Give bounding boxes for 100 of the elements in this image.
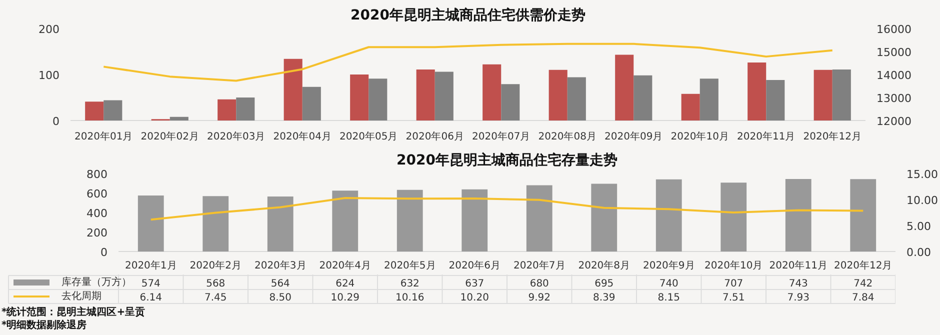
bar — [170, 116, 188, 120]
y2-tick-label: 15000 — [876, 46, 912, 59]
data-label: 10.29 — [330, 292, 360, 304]
x-tick-label: 2020年08月 — [538, 130, 596, 142]
x-tick-label: 2020年3月 — [254, 260, 306, 272]
x-tick-label: 2020年1月 — [124, 260, 177, 272]
data-label: 743 — [788, 278, 808, 290]
text: *明细数据剔除退房 — [2, 319, 87, 331]
bar — [267, 196, 294, 252]
y-tick-label: 600 — [86, 188, 108, 200]
data-label: 564 — [270, 278, 290, 290]
bar — [396, 190, 423, 252]
data-label: 8.50 — [269, 292, 292, 304]
x-tick-label: 2020年7月 — [513, 260, 566, 272]
data-label: 568 — [206, 278, 226, 290]
bar — [548, 70, 568, 120]
x-tick-label: 2020年2月 — [190, 260, 242, 272]
data-label: 637 — [465, 278, 484, 290]
data-label: 624 — [336, 278, 355, 290]
data-label: 742 — [854, 278, 873, 290]
x-tick-label: 2020年10月 — [670, 130, 729, 142]
data-label: 7.84 — [852, 292, 874, 304]
bar — [332, 190, 358, 252]
x-tick-label: 2020年8月 — [578, 260, 630, 272]
bar — [526, 185, 552, 252]
y2-tick-label: 16000 — [876, 23, 912, 36]
x-tick-label: 2020年5月 — [384, 260, 436, 272]
bar — [700, 78, 718, 120]
y2-tick-label: 0.00 — [906, 246, 931, 259]
bar — [138, 196, 164, 252]
y2-tick-label: 13000 — [876, 92, 912, 105]
line-series — [150, 196, 864, 221]
y-tick-label: 100 — [38, 69, 60, 82]
x-tick-label: 2020年05月 — [340, 130, 398, 142]
bar — [350, 74, 369, 120]
data-label: 7.45 — [204, 292, 227, 304]
x-tick-label: 2020年11月 — [769, 260, 828, 272]
y-tick-label: 0 — [100, 246, 108, 259]
y2-tick-label: 15.00 — [906, 168, 938, 181]
data-label: 9.92 — [528, 292, 551, 304]
bar — [567, 77, 586, 120]
bar — [814, 70, 832, 120]
bar — [462, 189, 488, 252]
legend-label: 库存量（万方） — [62, 276, 132, 288]
bar — [501, 84, 520, 120]
bar — [218, 99, 236, 120]
x-tick-label: 2020年9月 — [642, 260, 695, 272]
x-tick-label: 2020年03月 — [207, 130, 266, 142]
x-tick-label: 2020年12月 — [834, 260, 892, 272]
data-label: 574 — [141, 278, 160, 290]
legend-label: 去化周期 — [62, 290, 102, 302]
y-tick-label: 400 — [86, 207, 108, 220]
bar — [85, 102, 104, 120]
data-label: 10.16 — [396, 292, 424, 304]
x-tick-label: 2020年01月 — [74, 130, 133, 142]
data-label: 10.20 — [460, 292, 489, 304]
bar — [236, 98, 255, 120]
bar — [202, 196, 229, 252]
bar — [416, 69, 435, 120]
y2-tick-label: 5.00 — [906, 220, 931, 233]
y2-tick-label: 10.00 — [906, 194, 938, 207]
x-tick-label: 2020年02月 — [140, 130, 199, 142]
data-label: 707 — [724, 278, 744, 290]
text: *统计范围：昆明主城四区+呈贡 — [2, 306, 146, 318]
bar — [656, 179, 682, 252]
y-tick-label: 200 — [86, 226, 108, 240]
x-tick-label: 2020年07月 — [472, 130, 530, 142]
bar — [634, 75, 652, 120]
bar — [832, 69, 851, 120]
data-label: 6.14 — [140, 292, 162, 304]
bar — [615, 54, 634, 120]
bar — [591, 184, 618, 252]
data-label: 740 — [659, 278, 678, 290]
chart-title: 2020年昆明主城商品住宅供需价走势 — [350, 6, 586, 24]
bar — [681, 94, 700, 120]
x-tick-label: 2020年04月 — [273, 130, 332, 142]
bar — [434, 72, 454, 120]
data-label: 8.15 — [658, 292, 680, 304]
x-tick-label: 2020年11月 — [737, 130, 796, 142]
chart-title: 2020年昆明主城商品住宅存量走势 — [396, 152, 618, 168]
y-tick-label: 200 — [38, 23, 60, 36]
bar — [785, 179, 812, 252]
data-label: 632 — [400, 278, 420, 290]
data-label: 8.39 — [592, 292, 616, 304]
line-series — [102, 42, 834, 82]
y-tick-label: 0 — [52, 115, 60, 128]
y-tick-label: 800 — [86, 168, 108, 181]
x-tick-label: 2020年12月 — [803, 130, 862, 142]
x-tick-label: 2020年10月 — [704, 260, 763, 272]
bar — [368, 78, 388, 120]
data-label: 695 — [594, 278, 614, 290]
data-label: 7.93 — [787, 292, 810, 304]
bar — [748, 62, 766, 120]
y2-tick-label: 14000 — [876, 69, 912, 82]
data-label: 7.51 — [722, 292, 745, 304]
y2-tick-label: 12000 — [876, 115, 912, 128]
x-tick-label: 2020年4月 — [319, 260, 372, 272]
x-tick-label: 2020年6月 — [448, 260, 501, 272]
bar — [302, 86, 321, 120]
bar — [720, 182, 747, 252]
